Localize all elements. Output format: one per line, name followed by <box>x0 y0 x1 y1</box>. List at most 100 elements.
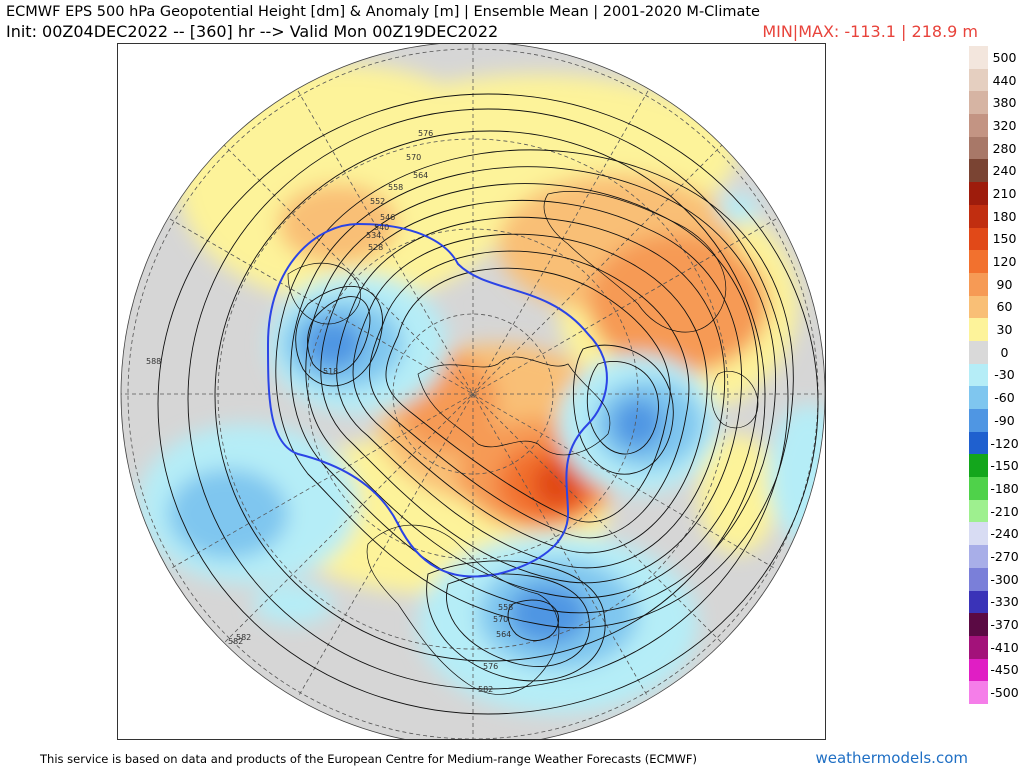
colorbar-swatch <box>969 68 988 92</box>
colorbar-label: -240 <box>990 526 1019 542</box>
colorbar-swatch <box>969 340 988 364</box>
contour-label: 564 <box>413 171 428 180</box>
colorbar-row: -180 <box>969 477 1021 500</box>
colorbar-label: -270 <box>990 548 1019 564</box>
colorbar-swatch <box>969 318 988 341</box>
min-max-readout: MIN|MAX: -113.1 | 218.9 m <box>762 22 978 41</box>
contour-label: 534 <box>366 231 381 240</box>
colorbar-label: -500 <box>990 685 1019 701</box>
colorbar-row: 500 <box>969 46 1021 69</box>
colorbar-row: 0 <box>969 340 1021 364</box>
contour-label: 546 <box>380 213 395 222</box>
colorbar-swatch <box>969 431 988 455</box>
colorbar-swatch <box>969 159 988 183</box>
colorbar-row: 120 <box>969 250 1021 273</box>
colorbar-label: 380 <box>992 95 1017 111</box>
contour-label: 582 <box>236 633 251 642</box>
colorbar-row: 210 <box>969 182 1021 205</box>
graticule <box>121 44 825 739</box>
colorbar-swatch <box>969 499 988 523</box>
coastlines <box>287 191 759 695</box>
colorbar-row: 30 <box>969 318 1021 341</box>
colorbar-row: 180 <box>969 204 1021 228</box>
contour-labels: 576 570 564 558 552 546 540 534 528 518 … <box>146 129 513 694</box>
colorbar-row: -240 <box>969 522 1021 546</box>
colorbar-swatch <box>969 363 988 387</box>
colorbar-label: 440 <box>992 72 1017 88</box>
colorbar-swatch <box>969 204 988 228</box>
colorbar-label: 180 <box>992 208 1017 224</box>
colorbar-row: -450 <box>969 658 1021 682</box>
map-canvas: 576 570 564 558 552 546 540 534 528 518 … <box>118 44 825 739</box>
colorbar-swatch <box>969 227 988 251</box>
footer-disclaimer: This service is based on data and produc… <box>40 752 697 766</box>
colorbar-swatch <box>969 409 988 432</box>
colorbar-swatch <box>969 522 988 546</box>
colorbar-label: 0 <box>1000 344 1009 360</box>
anomaly-field: 576 570 564 558 552 546 540 534 528 518 … <box>121 44 825 739</box>
colorbar-label: 320 <box>992 117 1017 133</box>
colorbar-row: 440 <box>969 68 1021 92</box>
colorbar-label: 280 <box>992 140 1017 156</box>
colorbar-swatch <box>969 613 988 636</box>
colorbar-label: -410 <box>990 639 1019 655</box>
colorbar-row: -150 <box>969 454 1021 478</box>
colorbar-swatch <box>969 295 988 319</box>
colorbar-label: -330 <box>990 594 1019 610</box>
colorbar-label: 240 <box>992 163 1017 179</box>
contour-label: 582 <box>228 637 243 646</box>
colorbar-row: 90 <box>969 272 1021 296</box>
colorbar-label: -210 <box>990 503 1019 519</box>
colorbar-row: -210 <box>969 499 1021 523</box>
colorbar-label: -370 <box>990 617 1019 633</box>
contour-label: 570 <box>493 615 508 624</box>
colorbar-swatch <box>969 681 988 704</box>
colorbar-swatch <box>969 91 988 115</box>
colorbar-row: -30 <box>969 363 1021 387</box>
colorbar-row: 60 <box>969 295 1021 319</box>
polar-map: 576 570 564 558 552 546 540 534 528 518 … <box>117 43 826 740</box>
colorbar-label: -300 <box>990 571 1019 587</box>
colorbar-label: 120 <box>992 254 1017 270</box>
height-contours <box>157 93 819 715</box>
colorbar-swatch <box>969 386 988 409</box>
contour-label: 570 <box>406 153 421 162</box>
colorbar-swatch <box>969 114 988 137</box>
colorbar-label: -30 <box>994 367 1015 383</box>
contour-label: 558 <box>498 603 513 612</box>
brand-link[interactable]: weathermodels.com <box>815 749 968 767</box>
contour-label: 558 <box>388 183 403 192</box>
colorbar-row: -370 <box>969 613 1021 636</box>
colorbar-label: 150 <box>992 231 1017 247</box>
colorbar-label: 90 <box>996 276 1013 292</box>
colorbar-label: 30 <box>996 322 1013 338</box>
colorbar-row: -410 <box>969 635 1021 659</box>
colorbar-label: 60 <box>996 299 1013 315</box>
anomaly-colorbar: 500 440 380 320 280 240 210 180 150 120 90 60 30 0 -30… <box>969 46 1021 704</box>
colorbar-swatch <box>969 136 988 160</box>
colorbar-swatch <box>969 545 988 568</box>
highlight-contour <box>266 222 608 578</box>
colorbar-swatch <box>969 658 988 682</box>
colorbar-swatch <box>969 477 988 500</box>
colorbar-row: -270 <box>969 545 1021 568</box>
colorbar-label: 500 <box>992 49 1017 65</box>
colorbar-label: -60 <box>994 390 1015 406</box>
init-valid-line: Init: 00Z04DEC2022 -- [360] hr --> Valid… <box>6 22 499 41</box>
colorbar-row: 280 <box>969 136 1021 160</box>
colorbar-swatch <box>969 250 988 273</box>
colorbar-label: -90 <box>994 412 1015 428</box>
disk-outline <box>120 44 825 739</box>
colorbar-swatch <box>969 46 988 69</box>
colorbar-row: -60 <box>969 386 1021 409</box>
colorbar-row: -90 <box>969 409 1021 432</box>
colorbar-label: -120 <box>990 435 1019 451</box>
map-title: ECMWF EPS 500 hPa Geopotential Height [d… <box>6 4 760 20</box>
contour-label: 576 <box>483 662 498 671</box>
colorbar-swatch <box>969 454 988 478</box>
colorbar-swatch <box>969 567 988 591</box>
colorbar-label: -180 <box>990 480 1019 496</box>
contour-label: 576 <box>418 129 433 138</box>
contour-label: 540 <box>374 223 389 232</box>
colorbar-row: 320 <box>969 114 1021 137</box>
